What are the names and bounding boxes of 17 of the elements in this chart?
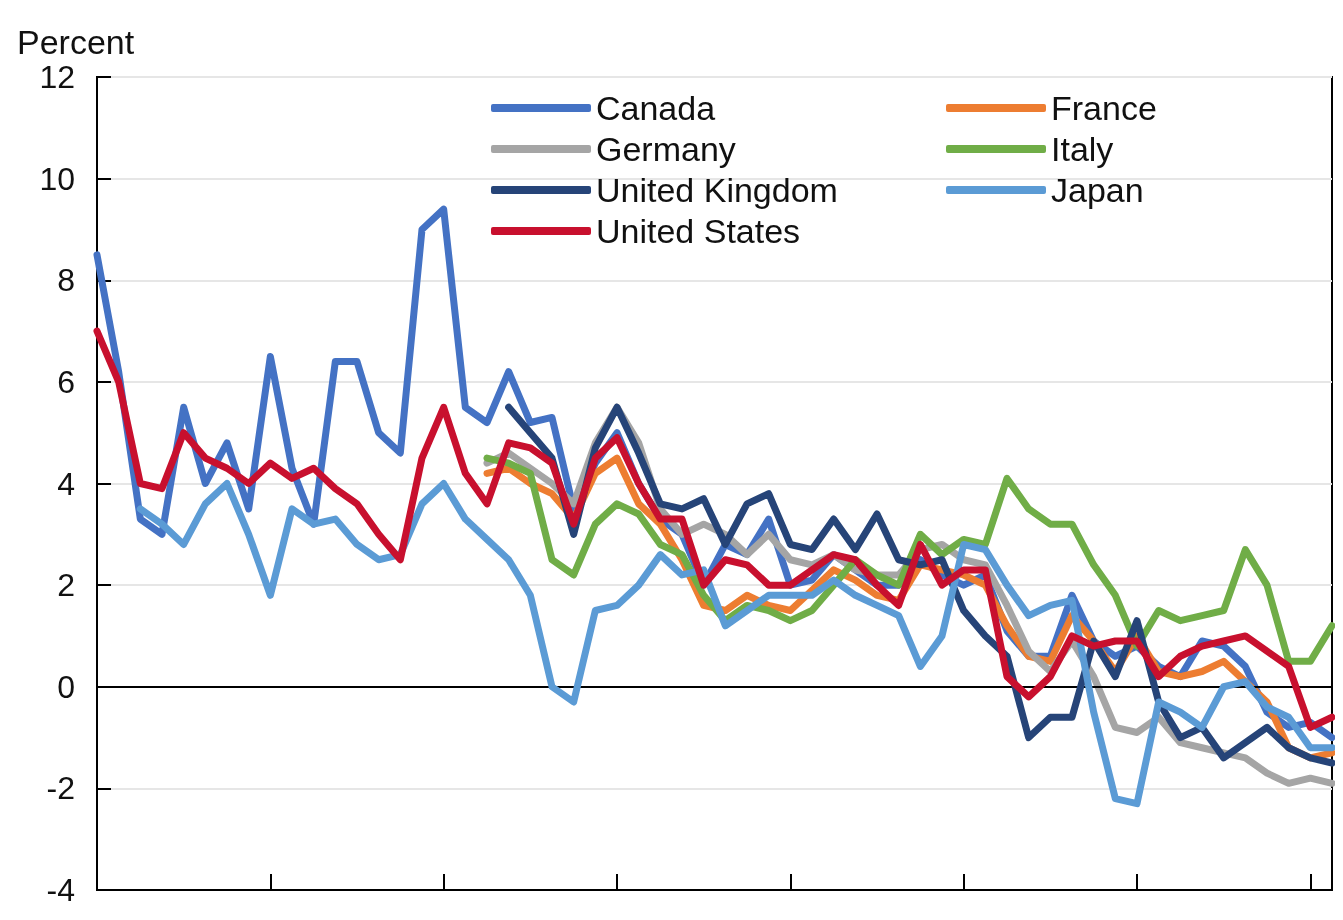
y-axis-title: Percent	[17, 23, 135, 61]
legend-label: United Kingdom	[596, 171, 838, 209]
legend-label: France	[1051, 89, 1157, 127]
legend-label: Germany	[596, 130, 736, 168]
y-tick-label: 12	[39, 59, 75, 95]
legend-label: Japan	[1051, 171, 1144, 209]
legend-label: United States	[596, 212, 801, 250]
legend-label: Canada	[596, 89, 716, 127]
y-tick-label: 6	[57, 363, 75, 400]
y-tick-label: 10	[39, 160, 75, 197]
y-tick-label: 0	[57, 668, 75, 705]
legend-label: Italy	[1051, 130, 1114, 168]
y-tick-label: -4	[46, 872, 75, 908]
y-tick-label: 2	[57, 567, 75, 604]
y-tick-label: 4	[57, 465, 75, 502]
y-tick-label: 8	[57, 262, 75, 299]
y-tick-label: -2	[46, 770, 75, 807]
